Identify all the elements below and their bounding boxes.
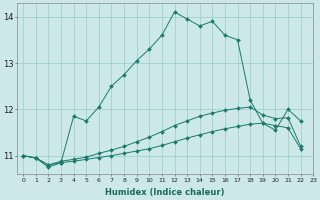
X-axis label: Humidex (Indice chaleur): Humidex (Indice chaleur) xyxy=(105,188,225,197)
